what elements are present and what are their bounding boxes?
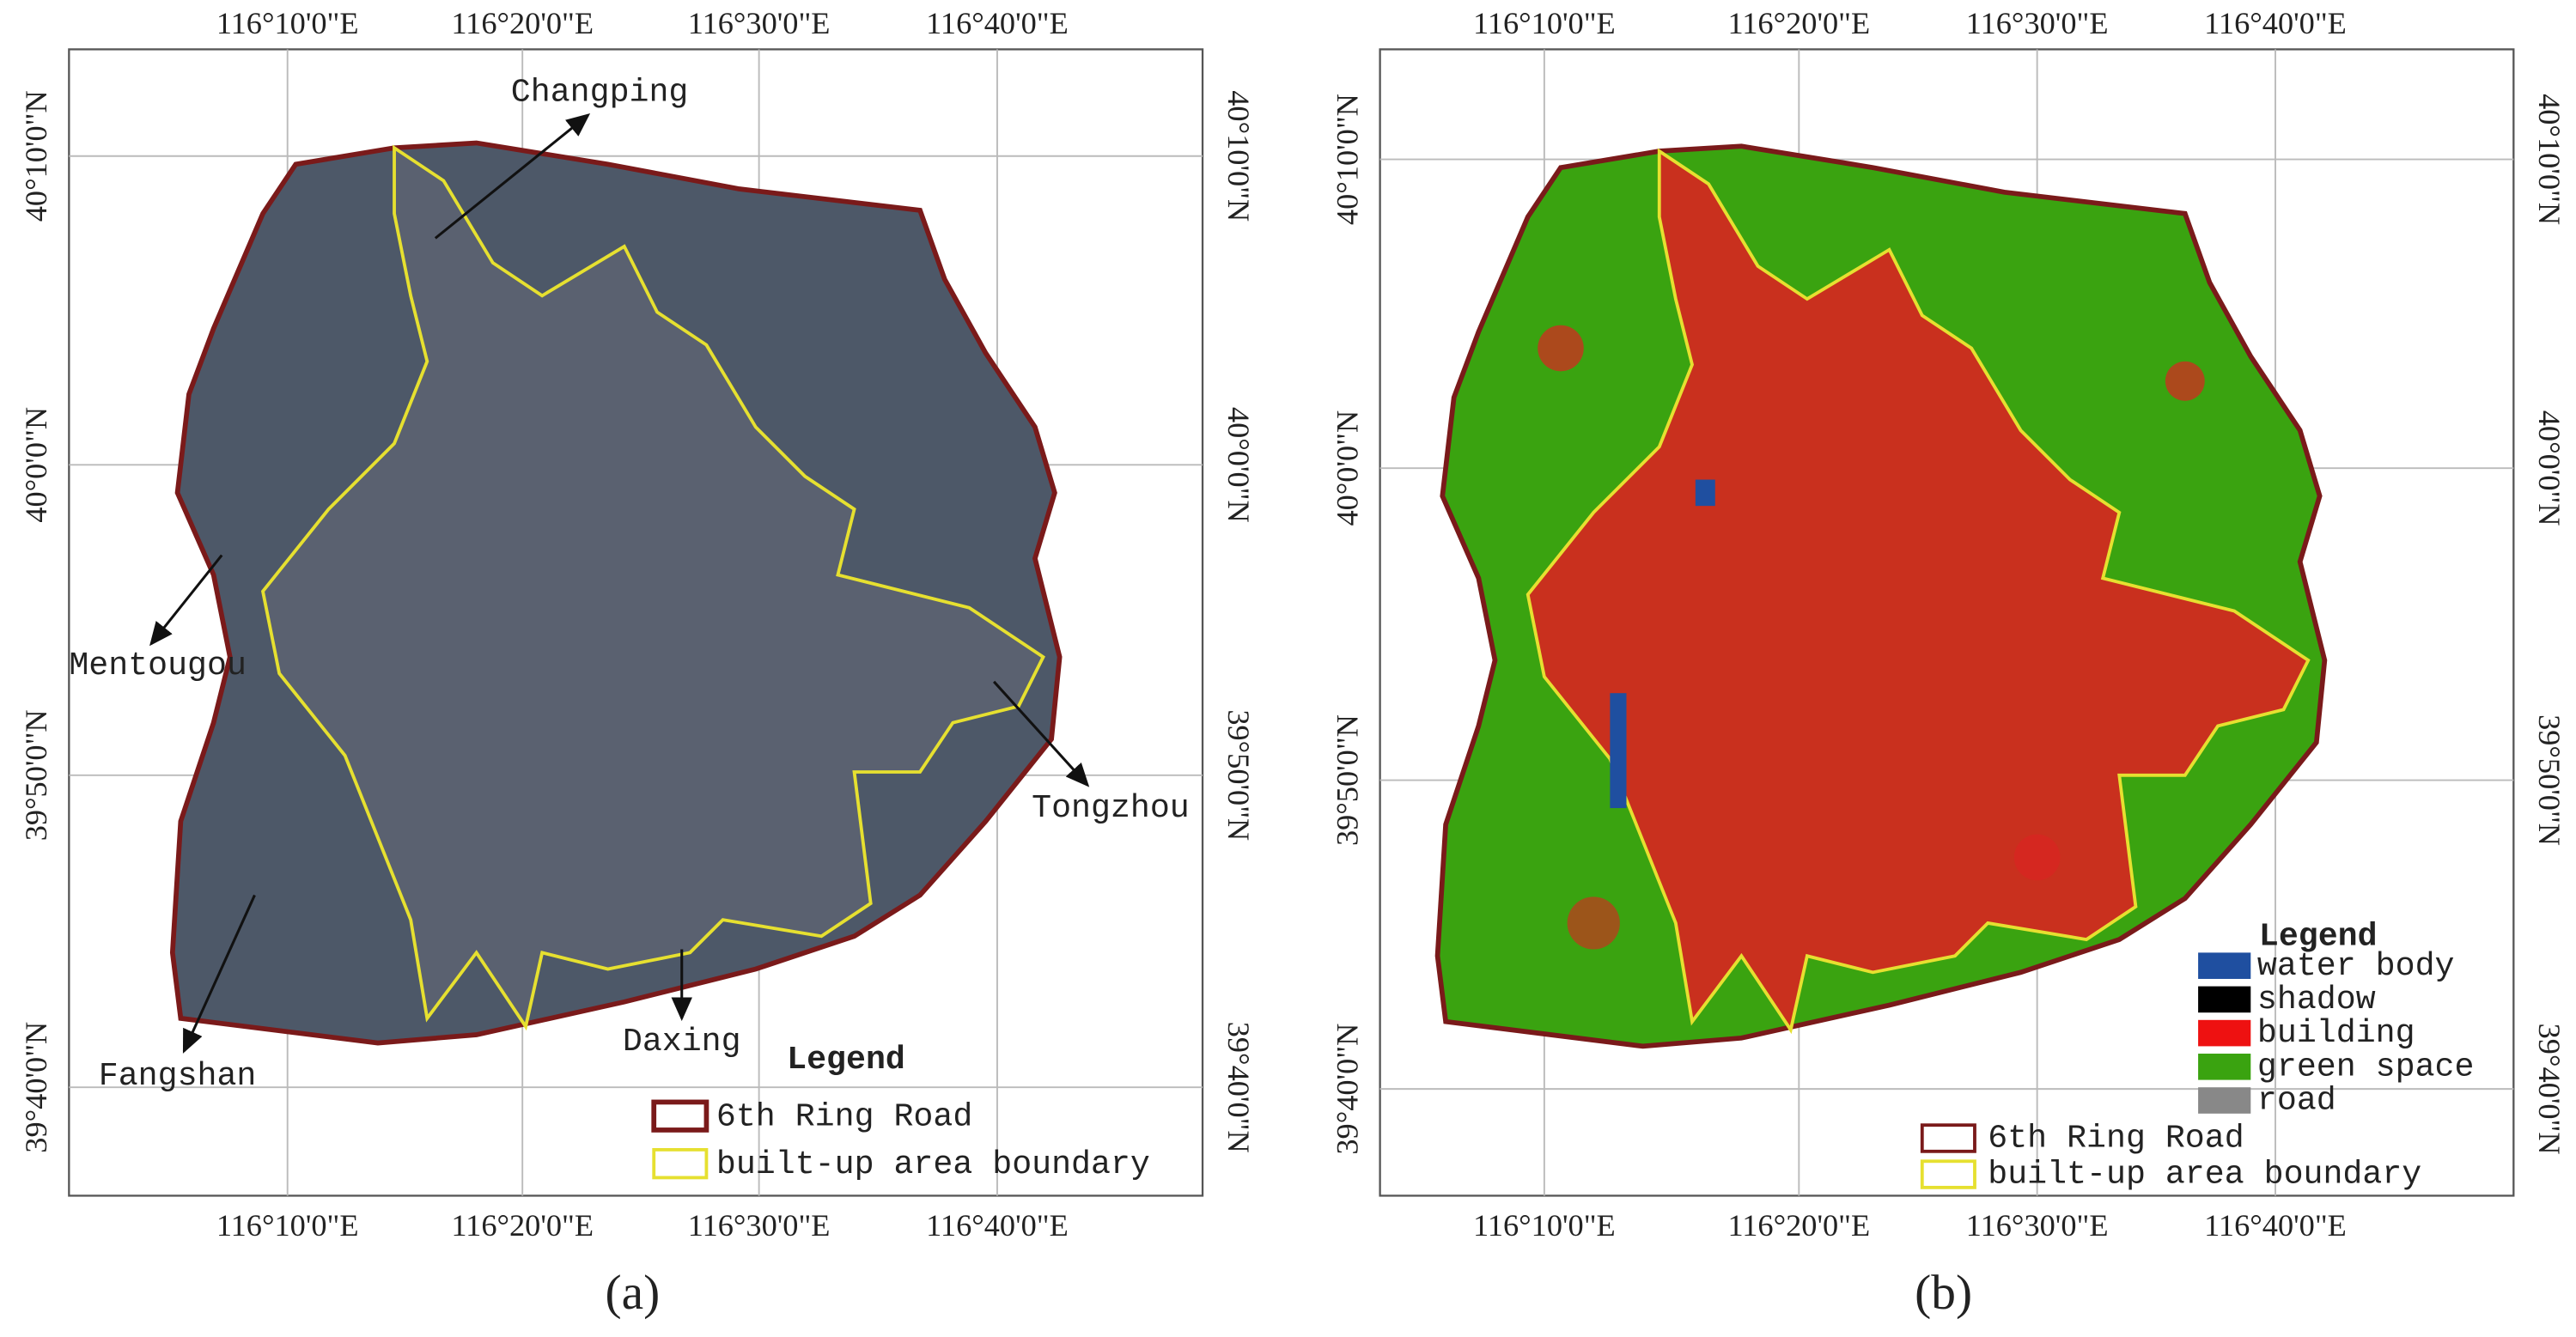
lon-label: 116°20'0"E bbox=[451, 6, 594, 40]
lat-label: 40°10'0"N bbox=[1331, 94, 1365, 225]
place-label: Fangshan bbox=[99, 1058, 257, 1095]
lon-label: 116°10'0"E bbox=[1473, 6, 1616, 40]
lat-label: 39°40'0"N bbox=[1331, 1024, 1365, 1155]
lon-label: 116°40'0"E bbox=[2204, 1208, 2347, 1243]
place-label: Tongzhou bbox=[1032, 790, 1190, 827]
lon-label: 116°30'0"E bbox=[1966, 1208, 2109, 1243]
legend-label: built-up area boundary bbox=[716, 1146, 1150, 1183]
lon-label: 116°20'0"E bbox=[451, 1208, 594, 1243]
lat-label: 40°0'0"N bbox=[1221, 407, 1256, 523]
legend-label: water body bbox=[2257, 948, 2455, 985]
lon-label: 116°30'0"E bbox=[688, 1208, 831, 1243]
legend-title: Legend bbox=[2259, 918, 2378, 955]
landcover-patch bbox=[1567, 896, 1620, 950]
lat-label: 40°0'0"N bbox=[1331, 410, 1365, 526]
lat-label: 39°50'0"N bbox=[1331, 714, 1365, 846]
place-label: Mentougou bbox=[69, 647, 247, 684]
place-label: Daxing bbox=[623, 1024, 741, 1060]
caption: (a) bbox=[606, 1266, 661, 1320]
legend-label: road bbox=[2257, 1083, 2336, 1120]
landcover-patch bbox=[2165, 361, 2205, 401]
legend-swatch bbox=[2198, 986, 2251, 1013]
legend-swatch bbox=[2198, 1054, 2251, 1080]
lat-label: 40°10'0"N bbox=[2532, 94, 2567, 225]
legend-swatch bbox=[651, 1099, 709, 1133]
lon-label: 116°10'0"E bbox=[1473, 1208, 1616, 1243]
landcover-patch bbox=[1538, 325, 1584, 372]
lat-label: 39°50'0"N bbox=[2532, 714, 2567, 846]
map-frame bbox=[1379, 48, 2515, 1197]
water-patch bbox=[1695, 479, 1715, 507]
legend-label: 6th Ring Road bbox=[716, 1099, 972, 1136]
arrow bbox=[149, 554, 223, 647]
lon-label: 116°20'0"E bbox=[1727, 1208, 1870, 1243]
lat-label: 39°50'0"N bbox=[1221, 709, 1256, 841]
lat-label: 40°0'0"N bbox=[19, 407, 53, 523]
lat-label: 40°0'0"N bbox=[2532, 410, 2567, 526]
lon-label: 116°20'0"E bbox=[1727, 6, 1870, 40]
caption: (b) bbox=[1915, 1266, 1972, 1320]
legend-label: green space bbox=[2257, 1048, 2475, 1085]
arrow bbox=[993, 680, 1090, 787]
lon-label: 116°30'0"E bbox=[688, 6, 831, 40]
lat-label: 39°40'0"N bbox=[1221, 1022, 1256, 1153]
legend-label: 6th Ring Road bbox=[1988, 1121, 2244, 1158]
legend-label: building bbox=[2257, 1015, 2415, 1052]
lon-label: 116°10'0"E bbox=[216, 6, 359, 40]
legend-title: Legend bbox=[787, 1042, 905, 1079]
arrow bbox=[182, 894, 256, 1054]
map-frame bbox=[68, 48, 1204, 1197]
water-patch bbox=[1610, 693, 1627, 809]
lat-label: 40°10'0"N bbox=[1221, 90, 1256, 222]
legend-swatch bbox=[2198, 1019, 2251, 1047]
legend-swatch bbox=[2198, 952, 2251, 979]
lat-label: 39°50'0"N bbox=[19, 709, 53, 841]
lon-label: 116°40'0"E bbox=[2204, 6, 2347, 40]
lon-label: 116°40'0"E bbox=[926, 1208, 1069, 1243]
lon-label: 116°30'0"E bbox=[1966, 6, 2109, 40]
place-label: Changping bbox=[511, 74, 689, 111]
landcover-patch bbox=[2013, 834, 2061, 881]
lat-label: 40°10'0"N bbox=[19, 90, 53, 222]
panel-b: Legend 6th Ring Road built-up area bound… bbox=[1331, 6, 2567, 1320]
lat-label: 39°40'0"N bbox=[2532, 1024, 2567, 1155]
panel-a: Changping Mentougou Tongzhou Fangshan Da… bbox=[19, 6, 1256, 1320]
lon-label: 116°40'0"E bbox=[926, 6, 1069, 40]
legend-swatch bbox=[1920, 1159, 1976, 1189]
legend-swatch bbox=[652, 1147, 709, 1180]
legend-swatch bbox=[1920, 1123, 1976, 1153]
legend-label: shadow bbox=[2257, 981, 2376, 1018]
lon-label: 116°10'0"E bbox=[216, 1208, 359, 1243]
lat-label: 39°40'0"N bbox=[19, 1022, 53, 1153]
legend-label: built-up area boundary bbox=[1988, 1157, 2421, 1194]
legend-swatch bbox=[2198, 1087, 2251, 1114]
arrow bbox=[434, 113, 591, 240]
